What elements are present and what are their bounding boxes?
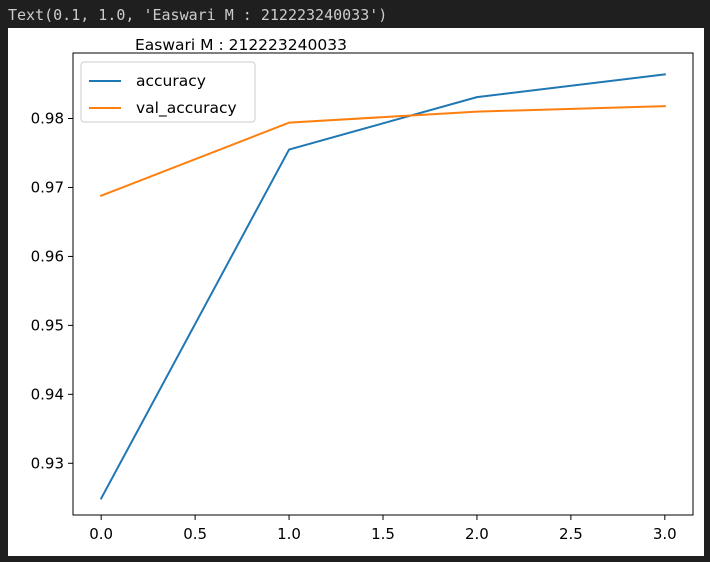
x-tick-label: 1.0 [277,525,301,543]
y-tick-label: 0.97 [31,178,64,196]
legend: accuracy val_accuracy [80,61,256,123]
y-tick-label: 0.98 [31,110,64,128]
y-axis: 0.93 0.94 0.95 0.96 0.97 0.98 [31,110,73,472]
y-tick-label: 0.94 [31,385,64,403]
x-tick-label: 1.5 [371,525,395,543]
x-axis: 0.0 0.5 1.0 1.5 2.0 2.5 3.0 [89,515,677,543]
x-tick-label: 2.0 [465,525,489,543]
chart-figure: Easwari M : 212223240033 0.0 0.5 1.0 1.5 2.0… [8,28,704,556]
x-tick-label: 0.0 [89,525,113,543]
legend-box [80,61,256,123]
x-tick-label: 2.5 [559,525,583,543]
y-tick-label: 0.96 [31,247,64,265]
y-tick-label: 0.95 [31,316,64,334]
series-line-val-accuracy [99,105,666,198]
series-line-accuracy [99,73,666,500]
x-tick-label: 0.5 [183,525,207,543]
chart-title: Easwari M : 212223240033 [135,36,347,54]
y-tick-label: 0.93 [31,454,64,472]
legend-label-accuracy: accuracy [136,72,206,90]
x-tick-label: 3.0 [653,525,677,543]
cell-output-text: Text(0.1, 1.0, 'Easwari M : 212223240033… [8,6,388,24]
line-chart: Easwari M : 212223240033 0.0 0.5 1.0 1.5 2.0… [31,36,694,543]
legend-label-val-accuracy: val_accuracy [136,99,237,118]
series-lines [99,73,666,500]
